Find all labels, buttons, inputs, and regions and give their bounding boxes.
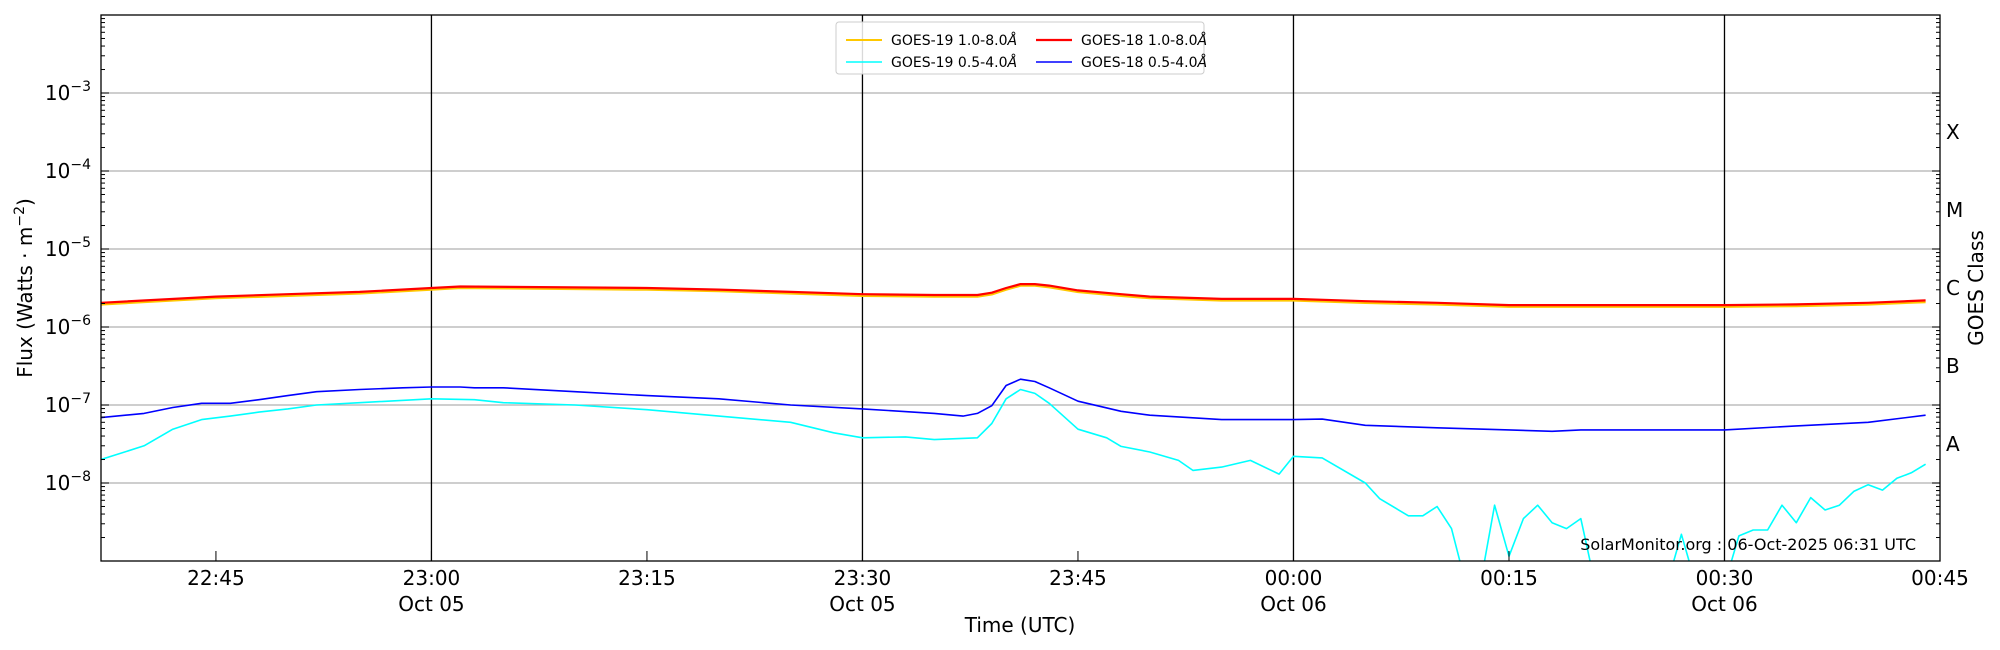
x-tick-label: 23:00 xyxy=(403,566,461,590)
y-tick-label: 10−3 xyxy=(45,79,91,105)
y-axis-label-close: ) xyxy=(13,198,37,206)
plot-frame xyxy=(100,14,1941,562)
legend-entry-label: GOES-18 1.0-8.0Å xyxy=(1081,32,1207,49)
y-tick-label: 10−5 xyxy=(45,235,91,261)
goes-class-c: C xyxy=(1946,276,1960,300)
x-tick-label: 23:15 xyxy=(618,566,676,590)
y-tick-label: 10−4 xyxy=(45,157,91,183)
y-tick-base: 10 xyxy=(45,81,70,105)
x-tick-date-label: Oct 06 xyxy=(1691,592,1757,616)
legend-box xyxy=(835,21,1205,75)
series-line-goes-19-0-5-4-0 xyxy=(101,388,1927,561)
goes-class-x: X xyxy=(1946,120,1960,144)
x-tick-date-label: Oct 06 xyxy=(1260,592,1326,616)
y-axis-label: Flux (Watts · m−2) xyxy=(12,198,37,378)
goes-class-a: A xyxy=(1946,432,1960,456)
legend-angstrom: Å xyxy=(1197,54,1208,71)
watermark: SolarMonitor.org : 06-Oct-2025 06:31 UTC xyxy=(1580,535,1916,554)
legend-angstrom: Å xyxy=(1197,32,1208,49)
x-axis-label: Time (UTC) xyxy=(964,613,1076,637)
x-tick-label: 00:45 xyxy=(1911,566,1969,590)
x-tick-label: 23:45 xyxy=(1049,566,1107,590)
y-axis-label-sup: −2 xyxy=(12,206,28,227)
x-tick-label: 00:15 xyxy=(1480,566,1538,590)
x-tick-label: 23:30 xyxy=(834,566,892,590)
goes-class-b: B xyxy=(1946,354,1960,378)
y-tick-exponent: −8 xyxy=(70,469,91,485)
y-tick-base: 10 xyxy=(45,393,70,417)
legend-entry-label: GOES-19 1.0-8.0Å xyxy=(891,32,1017,49)
y-tick-exponent: −5 xyxy=(70,235,91,251)
legend-entry-text: GOES-19 1.0-8.0 xyxy=(891,33,1008,49)
series-line-goes-18-1-0-8-0 xyxy=(101,283,1926,307)
legend-angstrom: Å xyxy=(1007,54,1018,71)
legend-angstrom: Å xyxy=(1007,32,1018,49)
goes-class-axis: X M C B A xyxy=(1946,120,1963,456)
legend-entry-label: GOES-18 0.5-4.0Å xyxy=(1081,54,1207,71)
legend-entry-label: GOES-19 0.5-4.0Å xyxy=(891,54,1017,71)
y-tick-exponent: −6 xyxy=(70,313,91,329)
y-tick-exponent: −7 xyxy=(70,391,91,407)
series-group xyxy=(101,283,1927,561)
y-tick-label: 10−6 xyxy=(45,313,91,339)
y-tick-base: 10 xyxy=(45,471,70,495)
y-tick-exponent: −4 xyxy=(70,157,91,173)
y-tick-base: 10 xyxy=(45,237,70,261)
y-tick-label: 10−7 xyxy=(45,391,91,417)
goes-class-m: M xyxy=(1946,198,1963,222)
legend-entry-text: GOES-18 0.5-4.0 xyxy=(1081,55,1198,71)
y-tick-label: 10−8 xyxy=(45,469,91,495)
y-axis: 10−310−410−510−610−710−8 xyxy=(45,14,1940,562)
x-tick-label: 00:00 xyxy=(1265,566,1323,590)
y-tick-exponent: −3 xyxy=(70,79,91,95)
grid xyxy=(101,92,1940,484)
x-tick-label: 22:45 xyxy=(187,566,245,590)
goes-class-label: GOES Class xyxy=(1964,230,1988,346)
x-tick-label: 00:30 xyxy=(1696,566,1754,590)
legend-entry-text: GOES-18 1.0-8.0 xyxy=(1081,33,1198,49)
y-axis-label-main: Flux (Watts · m xyxy=(13,227,37,378)
legend-entry-text: GOES-19 0.5-4.0 xyxy=(891,55,1008,71)
series-line-goes-19-1-0-8-0 xyxy=(101,284,1926,308)
series-line-goes-18-0-5-4-0 xyxy=(101,378,1926,433)
x-tick-date-label: Oct 05 xyxy=(829,592,895,616)
y-tick-base: 10 xyxy=(45,159,70,183)
y-tick-base: 10 xyxy=(45,315,70,339)
x-tick-date-label: Oct 05 xyxy=(398,592,464,616)
